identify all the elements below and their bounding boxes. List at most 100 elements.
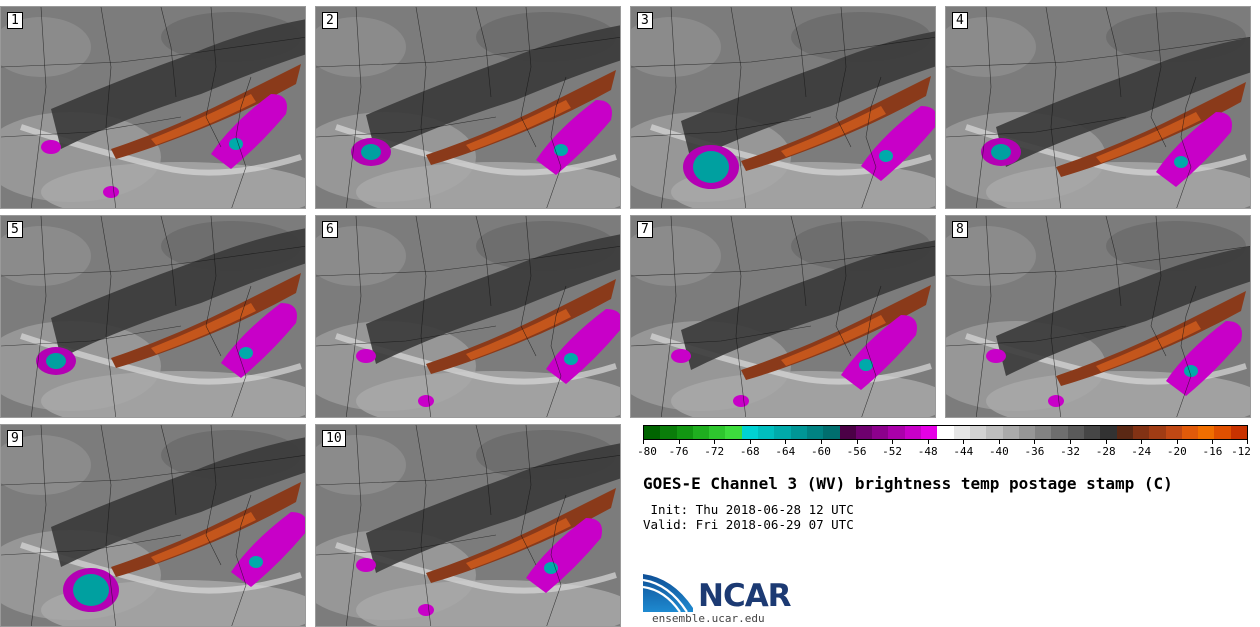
colorbar-cell bbox=[644, 426, 661, 439]
wv-map bbox=[316, 7, 620, 208]
figure-title: GOES-E Channel 3 (WV) brightness temp po… bbox=[643, 474, 1173, 493]
colorbar-tick bbox=[1141, 440, 1143, 444]
wv-map bbox=[631, 7, 935, 208]
colorbar-cell bbox=[872, 426, 889, 439]
panel-number-label: 8 bbox=[952, 221, 968, 238]
colorbar-cell bbox=[1100, 426, 1117, 439]
wv-map bbox=[1, 7, 305, 208]
colorbar-cell bbox=[806, 426, 824, 439]
wv-map bbox=[946, 216, 1250, 417]
colorbar-tick-label: -32 bbox=[1060, 445, 1080, 458]
colorbar-cell bbox=[692, 426, 710, 439]
colorbar-tick-label: -28 bbox=[1095, 445, 1116, 458]
colorbar-tick bbox=[1247, 440, 1248, 444]
colorbar-tick bbox=[678, 440, 680, 444]
wv-map bbox=[1, 425, 305, 626]
colorbar-tick-label: -20 bbox=[1166, 445, 1187, 458]
wv-map bbox=[631, 216, 935, 417]
panel-number-label: 10 bbox=[322, 430, 346, 447]
panel-number-label: 3 bbox=[637, 12, 653, 29]
ensemble-member-panel: 4 bbox=[945, 6, 1251, 209]
ensemble-member-panel: 5 bbox=[0, 215, 306, 418]
colorbar-tick-label: -36 bbox=[1024, 445, 1045, 458]
ensemble-member-panel: 1 bbox=[0, 6, 306, 209]
colorbar-tick-label: -80 bbox=[637, 445, 657, 458]
colorbar-cell bbox=[953, 426, 970, 439]
colorbar-tick bbox=[643, 440, 644, 444]
panel-number-label: 5 bbox=[7, 221, 23, 238]
colorbar-cell bbox=[741, 426, 759, 439]
ensemble-member-panel: 8 bbox=[945, 215, 1251, 418]
colorbar-cell bbox=[1230, 426, 1247, 439]
colorbar-tick bbox=[785, 440, 787, 444]
colorbar bbox=[643, 425, 1248, 440]
colorbar-cell bbox=[1132, 426, 1150, 439]
colorbar-tick-label: -44 bbox=[953, 445, 974, 458]
panel-number-label: 7 bbox=[637, 221, 653, 238]
colorbar-cell bbox=[758, 426, 775, 439]
panel-number-label: 2 bbox=[322, 12, 338, 29]
colorbar-cell bbox=[1018, 426, 1036, 439]
colorbar-cell bbox=[937, 426, 954, 439]
ensemble-member-panel: 9 bbox=[0, 424, 306, 627]
colorbar-cell bbox=[1181, 426, 1199, 439]
colorbar-ticks: -80 -76 -72 -68 -64 -60 -56 -52 -48 -44 -40 -36 -32 -… bbox=[637, 440, 1251, 460]
colorbar-cell bbox=[1149, 426, 1166, 439]
colorbar-cell bbox=[725, 426, 742, 439]
ensemble-member-panel: 3 bbox=[630, 6, 936, 209]
colorbar-tick bbox=[1070, 440, 1072, 444]
ensemble-member-panel: 7 bbox=[630, 215, 936, 418]
wv-map bbox=[316, 425, 620, 626]
colorbar-tick bbox=[1105, 440, 1107, 444]
colorbar-cell bbox=[1002, 426, 1019, 439]
colorbar-tick bbox=[927, 440, 929, 444]
colorbar-cell bbox=[709, 426, 726, 439]
colorbar-cell bbox=[986, 426, 1003, 439]
colorbar-tick-label: -48 bbox=[917, 445, 938, 458]
panel-number-label: 1 bbox=[7, 12, 23, 29]
colorbar-cell bbox=[1035, 426, 1052, 439]
colorbar-tick-label: -52 bbox=[882, 445, 903, 458]
colorbar-tick-label: -56 bbox=[846, 445, 867, 458]
colorbar-tick bbox=[963, 440, 965, 444]
colorbar-tick-label: -60 bbox=[811, 445, 831, 458]
colorbar-tick bbox=[714, 440, 716, 444]
colorbar-tick bbox=[892, 440, 894, 444]
panel-number-label: 9 bbox=[7, 430, 23, 447]
ncar-logo-icon bbox=[643, 574, 693, 613]
colorbar-cell bbox=[969, 426, 987, 439]
colorbar-cell bbox=[774, 426, 791, 439]
colorbar-cell bbox=[1198, 426, 1215, 439]
colorbar-tick-label: -24 bbox=[1131, 445, 1152, 458]
ncar-logo-text: NCAR bbox=[698, 578, 792, 614]
colorbar-cell bbox=[921, 426, 938, 439]
panel-number-label: 4 bbox=[952, 12, 968, 29]
colorbar-tick bbox=[998, 440, 1000, 444]
colorbar-tick-label: -16 bbox=[1202, 445, 1223, 458]
logo-url: ensemble.ucar.edu bbox=[652, 612, 765, 625]
colorbar-tick-label: -72 bbox=[704, 445, 725, 458]
ensemble-member-panel: 6 bbox=[315, 215, 621, 418]
colorbar-cell bbox=[1116, 426, 1133, 439]
wv-map bbox=[316, 216, 620, 417]
colorbar-cell bbox=[855, 426, 873, 439]
colorbar-cell bbox=[1067, 426, 1085, 439]
colorbar-tick bbox=[749, 440, 751, 444]
colorbar-tick-label: -12 bbox=[1231, 445, 1251, 458]
wv-map bbox=[1, 216, 305, 417]
colorbar-cell bbox=[1214, 426, 1231, 439]
colorbar-cell bbox=[676, 426, 693, 439]
panel-number-label: 6 bbox=[322, 221, 338, 238]
colorbar-tick-label: -76 bbox=[668, 445, 689, 458]
valid-time: Valid: Fri 2018-06-29 07 UTC bbox=[643, 517, 854, 532]
colorbar-tick-label: -40 bbox=[988, 445, 1009, 458]
colorbar-cell bbox=[904, 426, 922, 439]
colorbar-cell bbox=[839, 426, 856, 439]
wv-map bbox=[946, 7, 1250, 208]
colorbar-tick-label: -64 bbox=[775, 445, 796, 458]
colorbar-tick bbox=[1176, 440, 1178, 444]
init-time: Init: Thu 2018-06-28 12 UTC bbox=[643, 502, 854, 517]
colorbar-tick-label: -68 bbox=[739, 445, 760, 458]
colorbar-tick bbox=[1212, 440, 1214, 444]
colorbar-tick bbox=[820, 440, 822, 444]
